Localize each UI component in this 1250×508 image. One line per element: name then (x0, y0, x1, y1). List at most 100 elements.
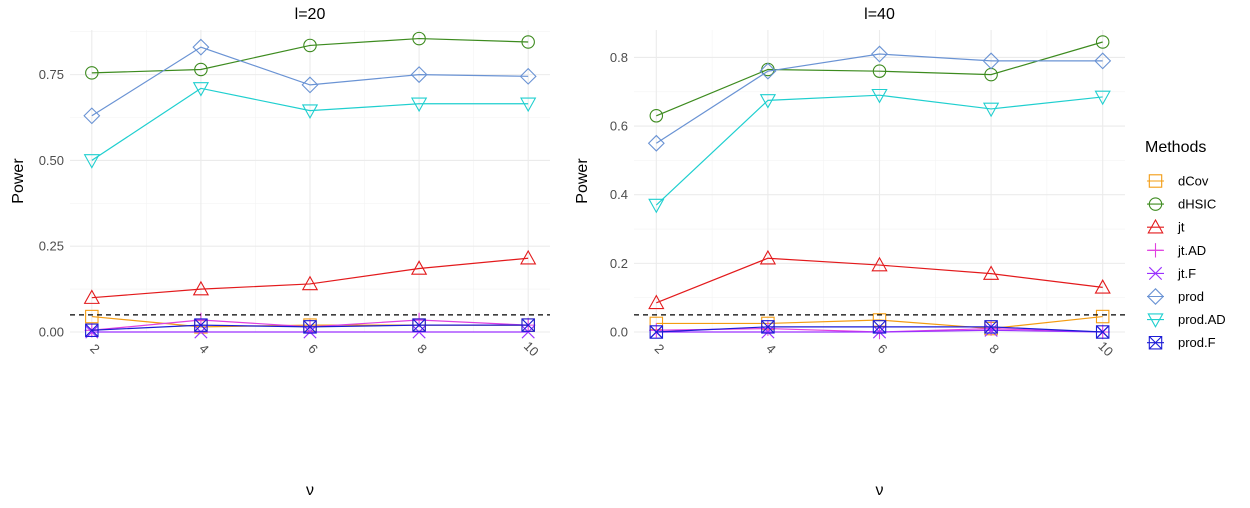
data-point (649, 109, 664, 123)
x-tick-label: 10 (521, 338, 542, 359)
series-line (91, 257, 529, 299)
data-point (871, 256, 888, 272)
y-tick-label: 0.2 (610, 256, 628, 271)
y-axis-title: Power (10, 158, 27, 204)
legend-item: dCov (1147, 174, 1209, 189)
data-point (83, 107, 101, 125)
data-point (194, 325, 208, 339)
data-point (192, 82, 210, 97)
data-point (648, 198, 665, 214)
legend-item: dHSIC (1147, 197, 1216, 212)
legend-item: jt (1147, 218, 1185, 235)
data-point (648, 294, 665, 310)
data-point (649, 323, 664, 338)
data-point (872, 325, 887, 339)
panel-title: l=40 (864, 6, 895, 23)
legend-key-marker (1148, 243, 1163, 258)
data-point (1095, 325, 1110, 339)
data-point (984, 320, 998, 334)
x-tick-label: 8 (986, 341, 1002, 357)
y-tick-label: 0.25 (39, 239, 64, 254)
data-point (871, 45, 888, 63)
data-point (759, 249, 777, 265)
x-tick-label: 6 (305, 341, 321, 357)
series-prod-AD (648, 88, 1111, 214)
series-jt (648, 249, 1111, 310)
legend-item: jt.F (1147, 266, 1196, 281)
legend-label: dHSIC (1178, 197, 1216, 212)
data-point (759, 94, 777, 109)
legend-item: prod.AD (1147, 312, 1226, 328)
series-prod (647, 45, 1112, 152)
legend-label: prod.F (1178, 335, 1216, 350)
data-point (521, 318, 535, 332)
data-point (194, 62, 208, 77)
data-point (412, 325, 426, 339)
y-tick-label: 0.00 (39, 325, 64, 340)
data-point (410, 97, 428, 113)
data-point (761, 320, 775, 334)
data-point (412, 318, 426, 332)
data-point (410, 66, 428, 84)
series-line (656, 41, 1103, 117)
data-point (519, 67, 537, 85)
data-point (520, 97, 537, 113)
series-line (656, 315, 1103, 330)
data-point (1095, 309, 1110, 324)
series-line (656, 257, 1103, 304)
legend-label: dCov (1178, 174, 1209, 189)
series-prod-F (85, 318, 535, 338)
x-tick-label: 6 (875, 341, 891, 357)
data-point (85, 323, 99, 338)
series-line (655, 94, 1103, 206)
series-prod (83, 38, 537, 125)
data-point (301, 275, 319, 291)
legend-label: jt.F (1177, 266, 1196, 281)
data-point (194, 318, 208, 332)
data-point (649, 325, 664, 339)
series-prod-F (649, 320, 1110, 339)
data-point (520, 249, 537, 265)
x-tick-label: 2 (652, 341, 668, 357)
y-axis-title: Power (574, 158, 591, 204)
data-point (192, 280, 210, 296)
data-point (1095, 35, 1110, 49)
legend-label: jt (1177, 220, 1185, 235)
legend-title: Methods (1145, 139, 1206, 156)
data-point (761, 325, 775, 339)
series-line (91, 46, 529, 117)
legend-key-marker (1148, 174, 1163, 188)
legend-key-marker (1147, 218, 1164, 234)
legend-key-marker (1148, 266, 1163, 280)
data-point (982, 52, 1000, 70)
data-point (303, 38, 317, 53)
series-jt (83, 249, 537, 304)
data-point (301, 76, 319, 94)
legend-label: prod.AD (1178, 312, 1226, 327)
legend-label: prod (1178, 289, 1204, 304)
x-tick-label: 8 (414, 341, 430, 357)
legend-key-marker (1147, 313, 1164, 328)
panel-l20: 0.00 0.25 0.50 0.75 2 4 6 8 10 l=20 ν Power (10, 6, 550, 499)
legend-key-marker (1148, 335, 1163, 350)
legend-key-marker (1147, 288, 1164, 305)
legend: Methods dCov dHSIC jt jt.AD jt.F prod prod.AD pr… (1145, 139, 1226, 350)
panel-l40: 0.0 0.2 0.4 0.6 0.8 2 4 6 8 10 l=40 ν Power (574, 6, 1125, 499)
series-line (91, 87, 529, 161)
x-tick-label: 4 (763, 341, 779, 357)
x-tick-label: 4 (196, 341, 212, 357)
series-prod-AD (83, 82, 537, 169)
data-point (871, 88, 888, 104)
data-point (984, 323, 998, 337)
data-point (983, 321, 999, 336)
y-tick-label: 0.0 (610, 325, 628, 340)
series-line (655, 53, 1103, 144)
legend-item: jt.AD (1147, 243, 1206, 258)
y-tick-label: 0.8 (610, 50, 628, 65)
data-point (301, 104, 319, 119)
series-jt-F (85, 325, 535, 339)
data-point (1094, 52, 1112, 70)
data-point (83, 154, 100, 169)
x-axis-title: ν (306, 482, 314, 499)
